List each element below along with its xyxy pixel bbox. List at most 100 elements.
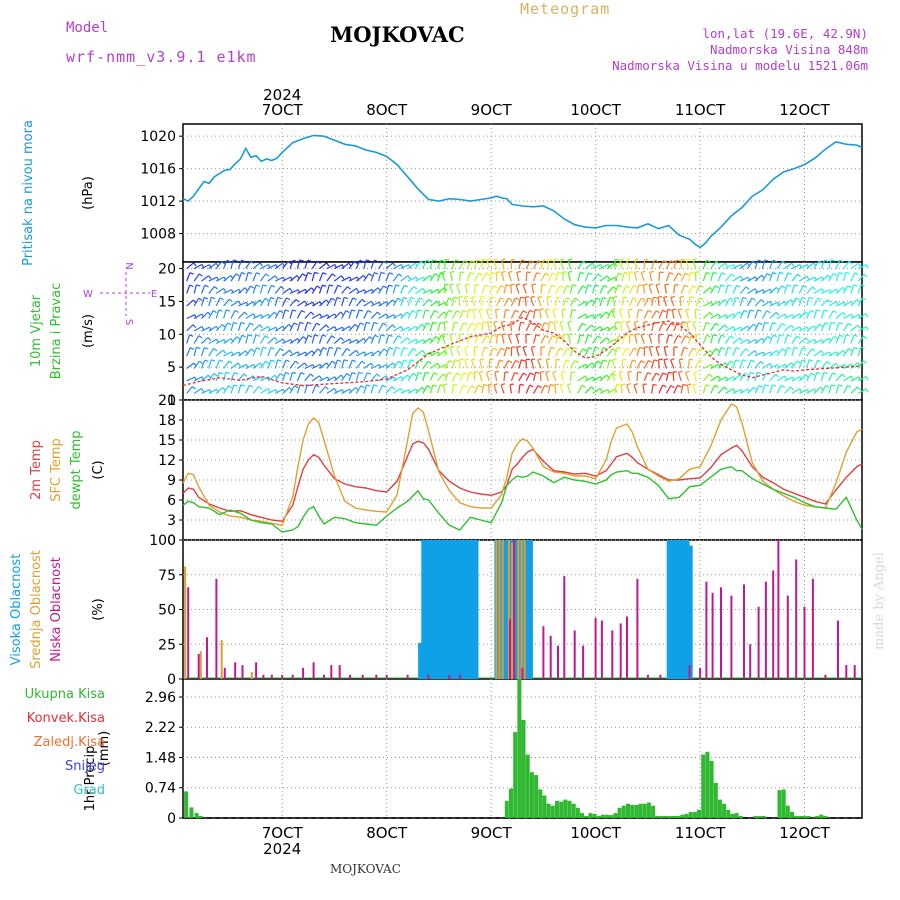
wind-barb-flag (382, 322, 387, 326)
wind-barb-flag (824, 259, 829, 263)
wind-barb-flag (602, 359, 607, 362)
wind-barb (725, 376, 734, 382)
cloud_low-bar (513, 540, 516, 679)
wind-barb (223, 372, 227, 382)
wind-barb-flag (469, 371, 474, 374)
wind-barb (665, 334, 670, 344)
wind-barb-flag (863, 335, 868, 339)
wind-barb (378, 322, 384, 332)
wind-barb-flag (781, 348, 786, 352)
wind-barb (762, 300, 771, 307)
wind-barb (628, 285, 635, 294)
wind-barb-flag (351, 371, 356, 375)
wind-barb (238, 350, 247, 357)
wind-barb (363, 362, 372, 369)
wind-barb-flag (404, 284, 409, 288)
wind-barb (289, 360, 296, 369)
wind-barb-flag (559, 347, 564, 351)
wind-barb-flag (839, 259, 844, 263)
wind-barb-flag (662, 322, 667, 326)
wind-barb-flag (241, 334, 246, 338)
wind-barb (562, 285, 568, 294)
wind-barb-flag (638, 309, 643, 312)
wind-barb-flag (374, 272, 379, 275)
wind-barb-flag (493, 383, 498, 386)
wind-barb (791, 388, 800, 394)
wind-barb (562, 334, 565, 344)
wind-barb-flag (758, 322, 763, 326)
wind-barb (296, 310, 303, 319)
wind-barb (274, 359, 279, 369)
wind-barb-flag (307, 272, 312, 275)
wind-barb (451, 384, 454, 394)
wind-barb (415, 288, 424, 294)
wind-barb (466, 334, 470, 344)
wind-barb-flag (484, 284, 490, 288)
wind-barb (555, 347, 561, 357)
wind-barb-flag (677, 384, 682, 388)
wind-barb (407, 310, 413, 319)
wind-barb (385, 376, 395, 382)
wind-barb-flag (552, 370, 557, 374)
wind-barb-flag (501, 270, 506, 273)
wind-barb-flag (403, 359, 408, 363)
wind-barb (370, 384, 375, 394)
precip-bar (609, 815, 614, 818)
wind-barb (677, 372, 682, 382)
wind-barb (649, 272, 653, 282)
wind-barb (620, 384, 623, 394)
wind-barb (400, 374, 408, 382)
wind-barb-flag (790, 386, 794, 391)
wind-barb (458, 297, 461, 307)
wind-barb-flag (315, 384, 320, 388)
wind-barb (784, 299, 792, 307)
wind-barb (710, 348, 717, 357)
wind-barb-flag (853, 284, 858, 287)
wind-barb-flag (712, 271, 718, 275)
wind-barb (677, 309, 682, 319)
precip-bar (571, 803, 576, 818)
wind-barb-flag (433, 372, 438, 375)
wind-barb (606, 359, 611, 369)
wind-barb (695, 297, 701, 307)
model-label: Model (66, 20, 109, 36)
wind-barb-flag (255, 334, 260, 337)
wind-barb (559, 259, 564, 269)
wind-barb-flag (529, 384, 534, 388)
wind-barb-flag (285, 359, 290, 363)
wind-barb (761, 335, 769, 344)
wind-barb-flag (753, 386, 758, 391)
wind-barb (355, 322, 361, 332)
wind-barb (725, 326, 734, 332)
wind-barb-flag (385, 313, 389, 318)
wind-barb-flag (812, 286, 817, 291)
wind-barb (599, 374, 608, 382)
wind-barb (230, 310, 236, 319)
wind-barb (319, 314, 328, 320)
wind-barb (614, 284, 619, 294)
wind-barb (400, 297, 404, 307)
wind-barb (282, 349, 290, 357)
wind-barb (385, 362, 394, 369)
wind-barb (481, 284, 486, 294)
wind-barb-flag (552, 308, 557, 311)
cloud_low-bar (573, 630, 576, 679)
wind-barb-flag (304, 362, 308, 367)
wind-barb-flag (794, 346, 799, 349)
wind-barb (274, 297, 279, 307)
precip-bar (753, 816, 758, 818)
wind-barb-flag (567, 320, 572, 323)
wind-barb (385, 299, 393, 307)
wind-barb (481, 272, 487, 282)
wind-barb (673, 272, 679, 282)
wind-barb (370, 272, 375, 282)
wind-barb (732, 359, 737, 369)
wind-barb-flag (662, 372, 667, 376)
wind-barb-flag (410, 296, 415, 300)
wind-barb (201, 374, 209, 382)
wind-barb-flag (273, 311, 278, 316)
wind-barb (584, 284, 589, 294)
wind-barb-flag (539, 308, 544, 311)
wind-barb (326, 360, 333, 369)
wind-barb (385, 334, 390, 344)
